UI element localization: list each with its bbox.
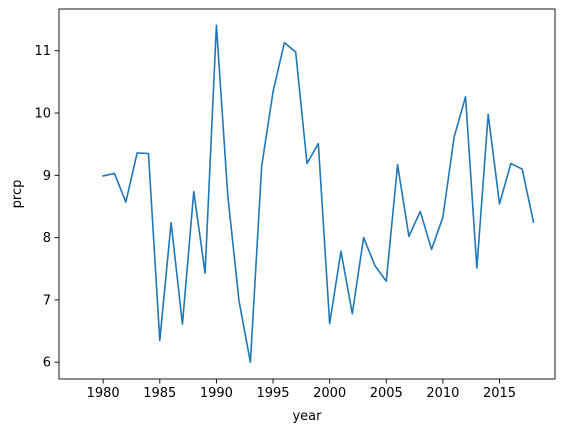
x-tick-label: 1990 <box>200 386 233 401</box>
y-axis-label: prcp <box>10 180 25 209</box>
x-tick-label: 1980 <box>87 386 120 401</box>
y-tick-label: 7 <box>43 293 51 308</box>
series-line-0 <box>102 24 535 363</box>
axes-frame <box>58 8 556 380</box>
x-tick-label: 1985 <box>143 386 176 401</box>
x-tick-label: 2015 <box>483 386 516 401</box>
y-tick-label: 11 <box>34 44 51 59</box>
x-tick-label: 2010 <box>426 386 459 401</box>
x-tick-label: 2005 <box>370 386 403 401</box>
y-tick-label: 9 <box>43 169 51 184</box>
x-tick-label: 1995 <box>256 386 289 401</box>
y-tick-label: 6 <box>43 356 51 371</box>
y-tick-label: 8 <box>43 231 51 246</box>
x-axis-label: year <box>292 409 322 424</box>
y-tick-label: 10 <box>34 107 51 122</box>
x-tick-label: 2000 <box>313 386 346 401</box>
plot-area: 1980 1985 1990 1995 2000 2005 2010 2015 6 7 8 9 10 11 <box>34 8 556 401</box>
